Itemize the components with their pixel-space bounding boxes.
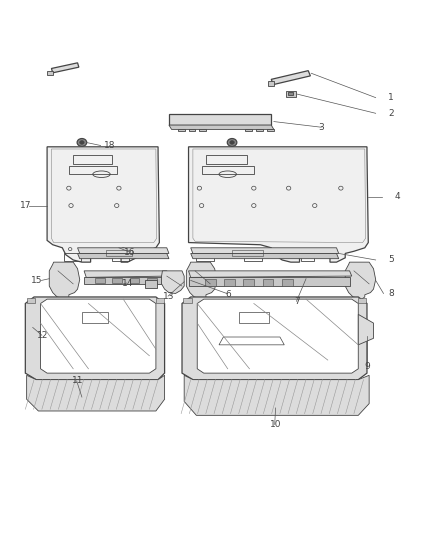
Bar xyxy=(145,279,157,288)
Polygon shape xyxy=(271,71,311,85)
Text: 15: 15 xyxy=(31,276,42,285)
Ellipse shape xyxy=(227,139,237,147)
Bar xyxy=(73,155,113,164)
Bar xyxy=(196,254,214,261)
Polygon shape xyxy=(51,63,79,73)
Bar xyxy=(267,128,274,131)
Bar xyxy=(178,128,185,131)
Polygon shape xyxy=(184,375,369,415)
Polygon shape xyxy=(47,147,159,262)
Bar xyxy=(205,279,216,286)
Ellipse shape xyxy=(77,139,87,147)
Text: 5: 5 xyxy=(388,255,394,264)
Polygon shape xyxy=(27,375,165,411)
Text: 10: 10 xyxy=(270,420,281,429)
Ellipse shape xyxy=(80,141,84,144)
Bar xyxy=(239,312,269,323)
Polygon shape xyxy=(169,114,271,125)
Bar xyxy=(82,312,108,323)
Text: 8: 8 xyxy=(388,289,394,298)
Bar xyxy=(268,81,274,86)
Polygon shape xyxy=(41,299,156,373)
Bar xyxy=(113,278,122,284)
Text: 14: 14 xyxy=(122,279,133,287)
Bar xyxy=(245,128,252,131)
Polygon shape xyxy=(188,277,350,286)
Bar xyxy=(286,91,296,97)
Bar xyxy=(244,254,261,261)
Bar xyxy=(224,279,235,286)
Polygon shape xyxy=(197,299,358,373)
Text: 6: 6 xyxy=(226,290,231,300)
Text: 1: 1 xyxy=(388,93,394,102)
Bar xyxy=(130,278,139,284)
Bar xyxy=(206,155,247,164)
Polygon shape xyxy=(84,277,169,284)
Text: 12: 12 xyxy=(37,331,49,340)
Bar xyxy=(184,298,192,303)
Bar xyxy=(27,298,35,303)
Polygon shape xyxy=(84,271,169,277)
Polygon shape xyxy=(191,254,339,259)
Bar xyxy=(69,166,117,174)
Text: 7: 7 xyxy=(294,297,300,306)
Bar xyxy=(188,128,195,131)
Polygon shape xyxy=(188,271,352,277)
Text: 11: 11 xyxy=(72,376,83,385)
Polygon shape xyxy=(78,248,169,254)
Text: 17: 17 xyxy=(20,201,31,210)
Text: 16: 16 xyxy=(124,248,135,256)
Bar xyxy=(64,254,81,261)
Polygon shape xyxy=(162,271,184,294)
Polygon shape xyxy=(169,125,274,130)
Polygon shape xyxy=(358,314,374,345)
Text: 9: 9 xyxy=(364,362,370,371)
Polygon shape xyxy=(186,262,217,299)
Bar xyxy=(301,254,314,261)
Bar xyxy=(201,166,254,174)
Bar xyxy=(106,251,132,256)
Bar xyxy=(256,128,263,131)
Text: 18: 18 xyxy=(103,141,115,150)
Text: 3: 3 xyxy=(318,123,324,132)
Polygon shape xyxy=(182,297,367,379)
Bar xyxy=(288,92,293,95)
Bar xyxy=(47,71,53,75)
Bar xyxy=(156,298,164,303)
Bar xyxy=(282,279,293,286)
Polygon shape xyxy=(345,262,376,299)
Polygon shape xyxy=(188,147,368,262)
Polygon shape xyxy=(25,297,165,379)
Text: 4: 4 xyxy=(395,192,400,201)
Bar xyxy=(358,298,366,303)
Bar xyxy=(244,279,254,286)
Bar xyxy=(95,278,105,284)
Bar xyxy=(113,254,129,261)
Bar xyxy=(262,279,273,286)
Bar xyxy=(199,128,206,131)
Ellipse shape xyxy=(230,141,234,144)
Bar xyxy=(147,278,157,284)
Text: 13: 13 xyxy=(163,292,175,301)
Polygon shape xyxy=(49,262,80,299)
Polygon shape xyxy=(191,248,339,254)
Text: 2: 2 xyxy=(388,109,394,118)
Bar xyxy=(232,251,262,256)
Polygon shape xyxy=(78,254,169,259)
